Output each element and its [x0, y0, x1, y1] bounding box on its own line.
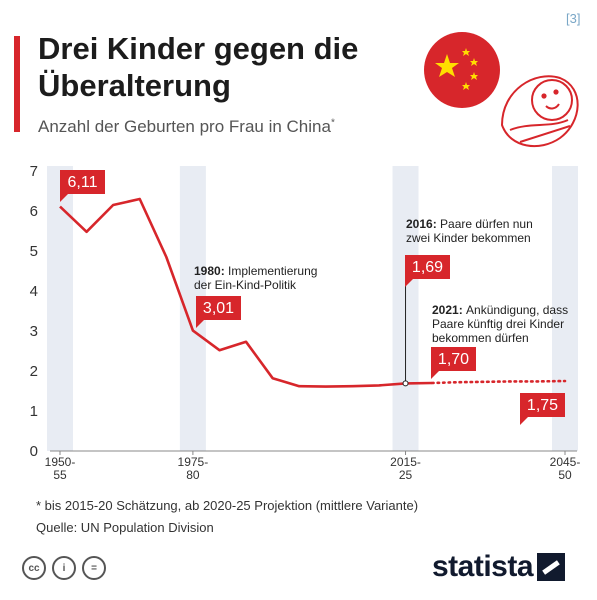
- annotation-line: bekommen dürfen: [432, 331, 529, 345]
- subtitle-footnote-mark: *: [330, 117, 335, 129]
- baby-icon: [500, 75, 579, 147]
- y-tick-label: 2: [30, 363, 38, 380]
- y-tick-label: 0: [30, 443, 38, 460]
- cc-icon[interactable]: cc: [22, 556, 46, 580]
- fertility-line-chart: 0 1 2 3 4 5 6 7 1950-55 1975-80 2015-25 2045-50 6,11…: [30, 163, 581, 482]
- y-tick-label: 3: [30, 323, 38, 340]
- value-label-pointer: [520, 417, 528, 425]
- annotation-line: Ankündigung, dass: [466, 303, 568, 317]
- value-label-pointer: [60, 194, 68, 202]
- x-tick-label: 55: [53, 468, 67, 482]
- x-tick-label: 1950-: [45, 455, 76, 469]
- by-icon[interactable]: i: [52, 556, 76, 580]
- annotation-year: 1980:: [194, 264, 228, 278]
- y-tick-label: 1: [30, 403, 38, 420]
- china-baby-illustration: [424, 32, 579, 147]
- y-tick-label: 7: [30, 163, 38, 180]
- china-flag-icon: [424, 32, 500, 108]
- footnote: * bis 2015-20 Schätzung, ab 2020-25 Proj…: [36, 498, 419, 513]
- value-label: 1,69: [412, 259, 443, 276]
- series-line-estimate: [59, 197, 433, 388]
- annotation-text: der Ein-Kind-Politik: [194, 278, 297, 292]
- value-label-pointer: [431, 371, 439, 379]
- chart-title: Drei Kinder gegen die Überalterung: [38, 31, 359, 103]
- annotation-line: zwei Kinder bekommen: [406, 231, 531, 245]
- nd-icon[interactable]: =: [82, 556, 106, 580]
- annotation-text: 1980: Implementierung: [194, 264, 317, 278]
- flag-small-star-icon: [462, 48, 470, 56]
- annotation-text: Paare künftig drei Kinder: [432, 317, 564, 331]
- value-label-pointer: [196, 320, 204, 328]
- reference-badge: [3]: [566, 11, 581, 26]
- flag-big-star-icon: [435, 54, 459, 77]
- y-tick-label: 5: [30, 243, 38, 260]
- y-tick-label: 4: [30, 283, 38, 300]
- flag-small-star-icon: [470, 72, 478, 80]
- annotation-text: 2021: Ankündigung, dass: [432, 303, 568, 317]
- x-tick-label: 80: [186, 468, 200, 482]
- logo-wordmark: statista: [432, 550, 534, 583]
- annotation-line: der Ein-Kind-Politik: [194, 278, 297, 292]
- annotation-year: 2021:: [432, 303, 466, 317]
- annotated-point: [402, 380, 409, 387]
- annotation-line: Implementierung: [228, 264, 317, 278]
- series-line-projection: [430, 379, 567, 385]
- statista-logo[interactable]: statista: [432, 550, 566, 584]
- annotation-line: Paare künftig drei Kinder: [432, 317, 564, 331]
- value-label: 1,70: [438, 351, 469, 368]
- logo-mark-icon: [537, 553, 566, 581]
- title-accent-bar: [14, 36, 20, 132]
- value-label-box: [60, 170, 105, 194]
- value-label-pointer: [405, 279, 413, 287]
- x-tick-label: 1975-: [178, 455, 209, 469]
- value-label-box: [520, 393, 565, 417]
- flag-small-star-icon: [462, 82, 470, 90]
- license-icons: cc i =: [22, 556, 106, 580]
- x-tick-label: 50: [558, 468, 572, 482]
- annotation-text: 2016: Paare dürfen nun: [406, 217, 533, 231]
- y-tick-label: 6: [30, 203, 38, 220]
- value-label-box: [196, 296, 241, 320]
- subtitle-text: Anzahl der Geburten pro Frau in China: [38, 117, 331, 136]
- value-label-box: [431, 347, 476, 371]
- value-label-box: [405, 255, 450, 279]
- chart-subtitle: Anzahl der Geburten pro Frau in China*: [38, 117, 335, 137]
- value-label: 1,75: [527, 397, 558, 414]
- annotation-text: bekommen dürfen: [432, 331, 529, 345]
- flag-small-star-icon: [470, 58, 478, 66]
- annotation-line: Paare dürfen nun: [440, 217, 533, 231]
- x-tick-label: 2015-: [390, 455, 421, 469]
- highlight-band: [47, 166, 73, 451]
- x-tick-label: 25: [399, 468, 413, 482]
- annotation-year: 2016:: [406, 217, 440, 231]
- value-label: 3,01: [203, 300, 234, 317]
- x-tick-label: 2045-: [550, 455, 581, 469]
- value-label: 6,11: [68, 174, 98, 191]
- annotation-text: zwei Kinder bekommen: [406, 231, 531, 245]
- source-line: Quelle: UN Population Division: [36, 520, 214, 535]
